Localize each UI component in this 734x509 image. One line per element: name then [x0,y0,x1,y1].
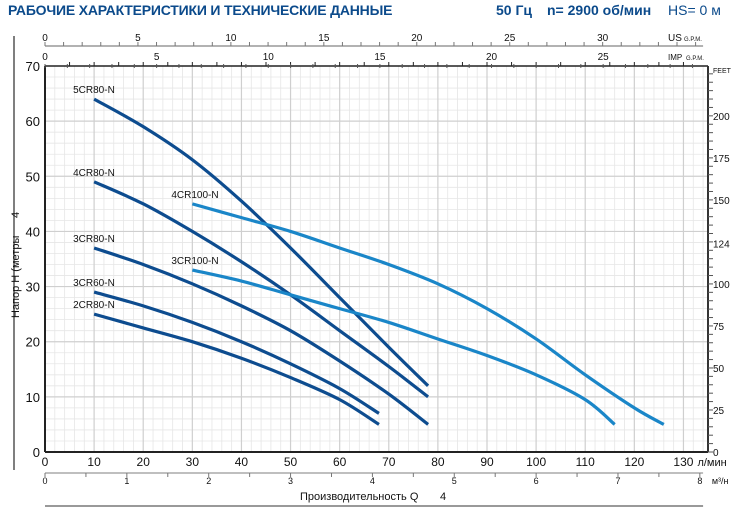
x-tick-label: 100 [526,455,546,469]
feet-tick-label: 175 [713,154,730,165]
speed-label: n= 2900 об/мин [547,2,652,18]
x-tick-label: 70 [382,455,396,469]
curve-label: 4CR80-N [73,168,115,179]
curve-3cr100-n [191,268,616,426]
y-tick-label: 30 [26,280,40,295]
x-axis-label-suffix: 4 [440,491,446,503]
feet-tick-label: 50 [713,364,725,375]
x-tick-label: 0 [42,455,49,469]
y-axis-label-suffix: 4 [10,212,22,218]
feet-tick-label: 200 [713,112,730,123]
chart-title: РАБОЧИЕ ХАРАКТЕРИСТИКИ И ТЕХНИЧЕСКИЕ ДАН… [8,2,393,18]
feet-unit-label: FEET [713,68,732,75]
x-tick-label: 90 [480,455,494,469]
m3h-tick-label: 1 [124,476,129,486]
x-tick-label: 60 [333,455,347,469]
y-tick-label: 60 [26,114,40,129]
x-tick-label: 50 [284,455,298,469]
y-tick-label: 0 [33,445,40,460]
us-gpm-unit-label: US [668,33,682,44]
x-axis-label: Производительность Q [300,491,419,503]
us-gpm-tick-label: 0 [42,33,48,44]
imp-gpm-unit-sublabel: G.P.M. [686,56,704,62]
curve-3cr60-n [93,290,380,415]
m3h-tick-label: 6 [534,476,539,486]
curve-label: 3CR80-N [73,234,115,245]
x-tick-label: 40 [235,455,249,469]
y-tick-label: 70 [26,59,40,74]
curve-2cr80-n [93,312,380,426]
x-tick-label: 10 [87,455,101,469]
hs-label: HS= 0 м [668,2,721,18]
curve-label: 3CR100-N [171,256,218,267]
imp-gpm-tick-label: 25 [598,52,610,63]
imp-gpm-tick-label: 0 [42,52,48,63]
curve-label: 3CR60-N [73,278,115,289]
us-gpm-tick-label: 25 [504,33,516,44]
feet-tick-label: 0 [713,448,719,459]
y-tick-label: 20 [26,335,40,350]
m3h-tick-label: 8 [697,476,702,486]
curve-label: 4CR100-N [171,190,218,201]
feet-tick-label: 25 [713,406,725,417]
us-gpm-tick-label: 10 [225,33,237,44]
curve-label: 2CR80-N [73,300,115,311]
x-tick-label: 110 [576,455,595,469]
curve-3cr80-n [93,246,430,426]
feet-tick-label: 100 [713,280,730,291]
us-gpm-tick-label: 15 [318,33,330,44]
m3h-unit-label: м³/н [712,476,729,486]
x-tick-label: 30 [186,455,200,469]
x-tick-label: 120 [624,455,644,469]
us-gpm-tick-label: 30 [597,33,609,44]
y-axis-label: Напор Н (метры [10,236,22,318]
curve-label: 5CR80-N [73,85,115,96]
curve-4cr80-n [93,180,430,399]
y-tick-label: 50 [26,169,40,184]
curve-4cr100-n [191,202,665,426]
feet-tick-label: 150 [713,196,730,207]
us-gpm-tick-label: 20 [411,33,423,44]
m3h-tick-label: 5 [452,476,457,486]
m3h-tick-label: 3 [288,476,293,486]
us-gpm-unit-sublabel: G.P.M. [684,37,702,43]
x-tick-label: 130 [673,455,693,469]
m3h-tick-label: 2 [206,476,211,486]
imp-gpm-tick-label: 5 [154,52,160,63]
x-unit-label: л/мин [697,457,726,469]
m3h-tick-label: 0 [42,476,47,486]
y-tick-label: 40 [26,224,40,239]
x-tick-label: 20 [137,455,151,469]
imp-gpm-tick-label: 15 [374,52,386,63]
m3h-tick-label: 7 [615,476,620,486]
imp-gpm-tick-label: 20 [486,52,498,63]
imp-gpm-tick-label: 10 [263,52,275,63]
feet-tick-label: 124 [713,240,730,251]
feet-tick-label: 75 [713,322,725,333]
x-tick-label: 80 [431,455,445,469]
y-tick-label: 10 [26,390,40,405]
us-gpm-tick-label: 5 [135,33,141,44]
frequency-label: 50 Гц [496,2,533,18]
m3h-tick-label: 4 [370,476,375,486]
imp-gpm-unit-label: IMP [668,53,682,62]
